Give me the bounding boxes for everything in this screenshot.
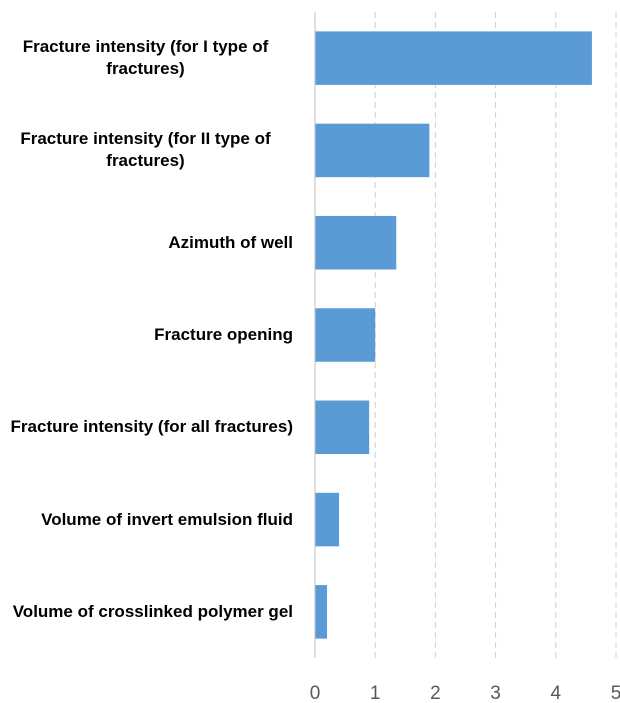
x-tick-label: 5 bbox=[611, 683, 620, 703]
bar bbox=[315, 492, 340, 547]
bar bbox=[315, 215, 397, 270]
bar bbox=[315, 400, 370, 455]
bar bbox=[315, 31, 592, 85]
category-label-box: Azimuth of well bbox=[0, 213, 293, 273]
y-tick-label: Volume of crosslinked polymer gel bbox=[12, 601, 293, 621]
x-tick-label: 0 bbox=[310, 683, 321, 703]
y-tick-label: Volume of invert emulsion fluid bbox=[41, 509, 293, 529]
y-tick-label: Azimuth of well bbox=[168, 232, 293, 252]
x-tick-label: 3 bbox=[490, 683, 501, 703]
bar bbox=[315, 585, 328, 639]
category-label-box: Volume of invert emulsion fluid bbox=[0, 490, 293, 550]
bar bbox=[315, 308, 376, 362]
y-tick-label: Fracture intensity (for II type of fract… bbox=[20, 129, 271, 171]
y-tick-label: Fracture intensity (for all fractures) bbox=[10, 417, 293, 437]
category-label-box: Fracture intensity (for II type of fract… bbox=[0, 120, 293, 180]
category-label-box: Volume of crosslinked polymer gel bbox=[0, 582, 293, 642]
y-tick-label: Fracture opening bbox=[154, 325, 293, 344]
category-label-box: Fracture intensity (for all fractures) bbox=[0, 397, 293, 457]
x-tick-label: 1 bbox=[370, 683, 381, 703]
x-tick-label: 4 bbox=[551, 683, 562, 703]
bar bbox=[315, 123, 430, 178]
y-tick-label: Fracture intensity (for I type of fractu… bbox=[22, 37, 269, 79]
x-tick-label: 2 bbox=[430, 683, 441, 703]
category-label-box: Fracture opening bbox=[0, 305, 293, 365]
category-label-box: Fracture intensity (for I type of fractu… bbox=[0, 28, 293, 88]
